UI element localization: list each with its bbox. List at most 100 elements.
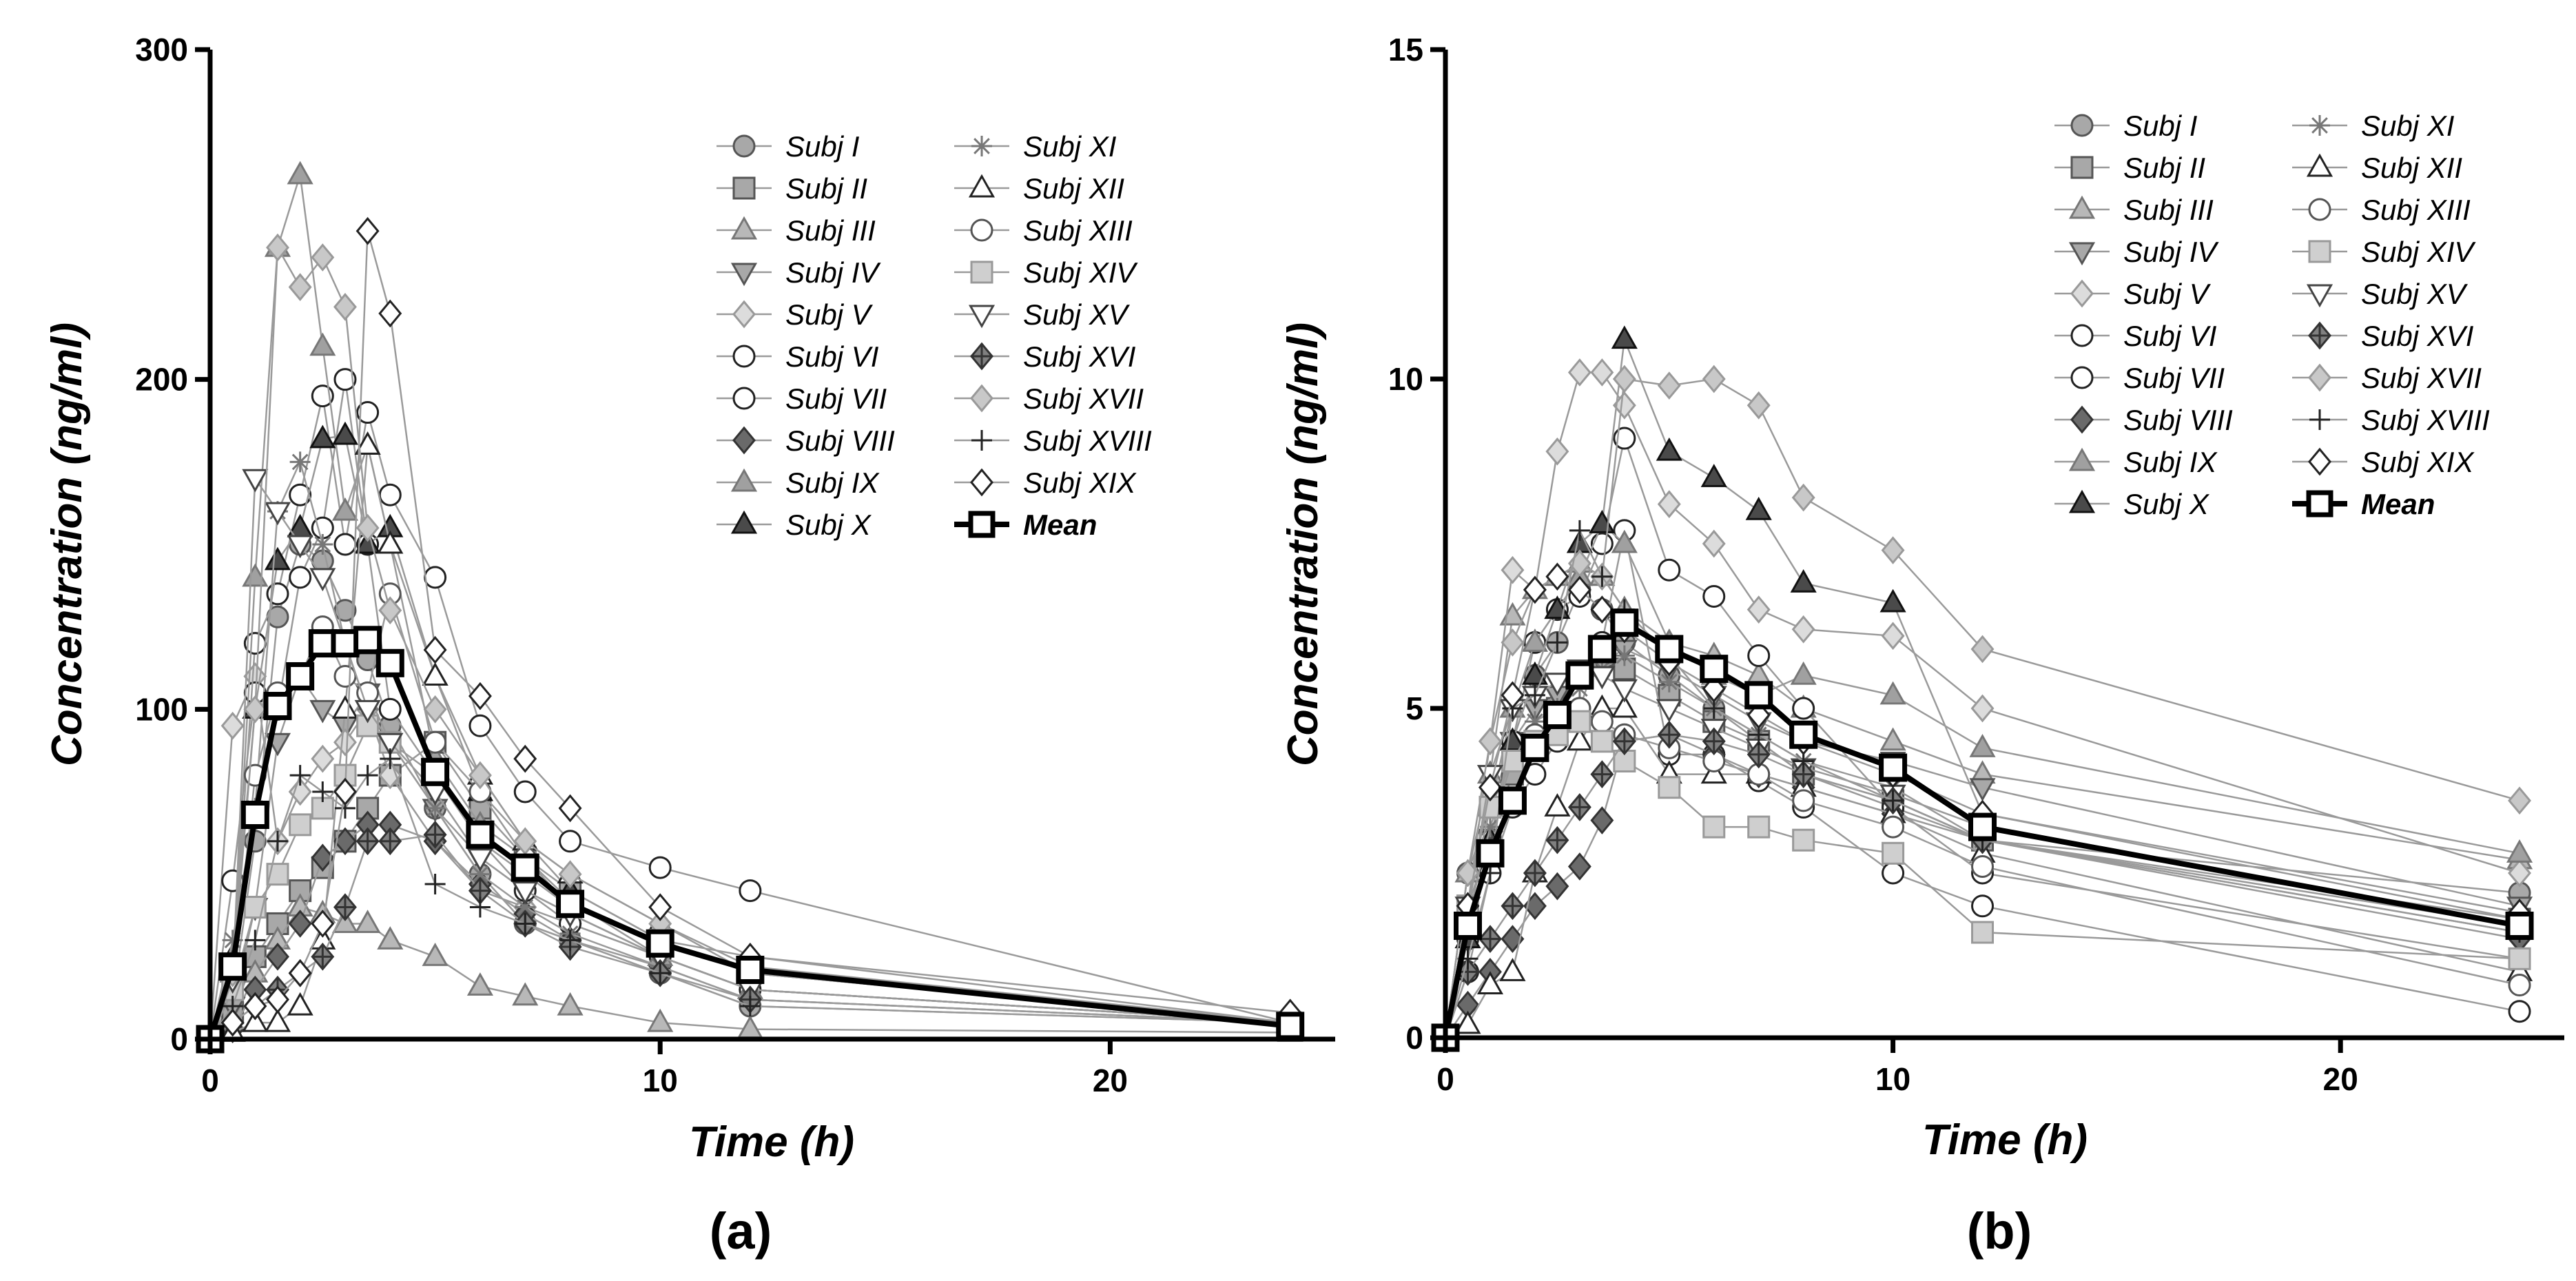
legend-entry-subj-viii: Subj VIII [717, 424, 895, 457]
data-point [468, 714, 492, 737]
data-point [356, 827, 380, 856]
data-point [245, 930, 266, 951]
data-point [378, 827, 402, 856]
data-point [512, 881, 539, 905]
data-point [1276, 1012, 1305, 1041]
data-point [424, 566, 447, 589]
legend-label: Subj VIII [2123, 404, 2233, 436]
data-point [1590, 710, 1614, 733]
legend-label: Subj VI [785, 340, 879, 373]
series-line [209, 174, 1290, 1040]
data-point [1501, 555, 1525, 584]
data-point [1590, 730, 1614, 753]
y-tick-label: 200 [135, 362, 188, 398]
data-point [2508, 786, 2531, 815]
data-point [289, 483, 312, 506]
data-point [309, 332, 336, 356]
data-point [378, 483, 402, 506]
data-point [333, 664, 357, 688]
data-point [1498, 786, 1527, 815]
data-point [1791, 760, 1815, 788]
legend-entry-subj-ii: Subj II [2054, 152, 2205, 184]
data-point [1523, 859, 1547, 888]
data-point [511, 853, 539, 882]
legend-label: Subj IV [785, 256, 881, 289]
panel-a: 0 10 20 0 100 200 300 Time (h) Concentration … [43, 32, 1335, 1260]
data-point [424, 797, 446, 819]
legend-entry-subj-xii: Subj XII [2292, 152, 2462, 184]
legend-marker [2068, 447, 2096, 471]
data-point [423, 820, 447, 849]
data-point [1790, 661, 1817, 685]
legend-label: Subj XVIII [2361, 404, 2490, 436]
legend-label: Subj XV [1023, 298, 1131, 331]
data-point [2508, 859, 2531, 888]
data-point [1521, 661, 1548, 685]
data-point [1971, 921, 1995, 944]
y-tick-label: 300 [135, 32, 188, 68]
data-point [423, 695, 447, 724]
legend-marker [968, 305, 996, 329]
legend-entry-subj-xv: Subj XV [954, 298, 1131, 331]
legend-label: Subj XV [2361, 278, 2469, 310]
data-point [1569, 520, 1590, 541]
data-point [1545, 826, 1569, 854]
legend-marker [730, 468, 758, 492]
legend-label: Subj VI [2123, 320, 2217, 352]
legend-entry-subj-iii: Subj III [2054, 194, 2214, 226]
legend-label: Subj XIV [2361, 236, 2476, 268]
legend-entry-subj-xix: Subj XIX [954, 467, 1137, 499]
legend-label: Subj IX [2123, 446, 2218, 478]
data-point [1879, 681, 1906, 705]
legend-marker [2070, 366, 2094, 389]
legend-label: Subj IX [785, 467, 880, 499]
data-point [331, 421, 359, 445]
legend-marker [2309, 115, 2330, 136]
legend-label: Subj XI [2361, 110, 2455, 142]
data-point [1454, 1010, 1481, 1034]
series-subj-xviii [200, 748, 1301, 1049]
data-point [423, 635, 447, 664]
data-point [264, 502, 291, 526]
data-point [1702, 529, 1726, 558]
legend-entry-subj-xi: Subj XI [2292, 110, 2455, 142]
data-point [1879, 588, 1906, 613]
data-point [222, 930, 243, 951]
legend-entry-subj-xiii: Subj XIII [954, 214, 1133, 247]
legend-entry-subj-vii: Subj VII [2054, 362, 2225, 394]
data-point [1971, 854, 1995, 878]
legend-marker [2068, 195, 2096, 219]
data-point [354, 910, 381, 933]
data-point [288, 910, 312, 938]
legend-entry-mean: Mean [954, 509, 1097, 541]
data-point [515, 913, 536, 934]
legend-label: Subj XII [1023, 172, 1124, 205]
series-line [1444, 371, 2520, 1038]
legend-entry-subj-xii: Subj XII [954, 172, 1124, 205]
data-point [424, 874, 446, 895]
data-point [1702, 584, 1726, 608]
legend-label: Subj III [2123, 194, 2214, 226]
x-tick-label: 0 [201, 1063, 219, 1098]
data-point [736, 955, 765, 984]
data-point [377, 530, 404, 554]
legend-entry-subj-iv: Subj IV [2054, 236, 2219, 268]
data-point [422, 662, 449, 686]
legend-entry-subj-xv: Subj XV [2292, 278, 2469, 310]
data-point [648, 856, 672, 879]
y-axis-title: Concentration (ng/ml) [43, 322, 91, 766]
legend-marker [2068, 489, 2096, 513]
legend-entry-subj-xviii: Subj XVIII [2292, 404, 2490, 436]
data-point [1567, 358, 1591, 387]
data-point [333, 777, 357, 806]
data-point [1590, 532, 1614, 555]
data-point [1746, 740, 1771, 769]
legend-label: Subj V [785, 298, 874, 331]
data-point [311, 843, 335, 872]
data-point [354, 699, 381, 724]
data-point [309, 699, 336, 724]
data-point [422, 943, 449, 966]
legend-marker [2308, 447, 2331, 476]
legend-marker [2306, 490, 2333, 517]
data-point [287, 535, 313, 559]
